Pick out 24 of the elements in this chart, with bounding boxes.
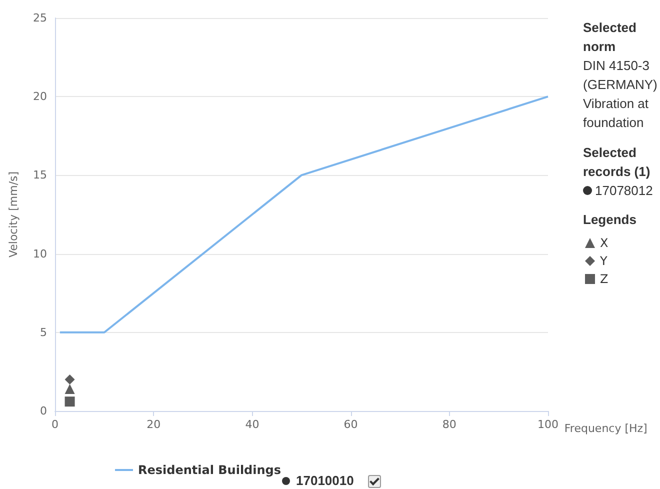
legend-label: Y [599,254,608,268]
y-tick-label: 5 [40,326,47,339]
y-tick-label: 25 [33,12,47,24]
text: DIN 4150-3 (GERMANY) Vibration at foundation [583,57,658,132]
text: Selected norm [583,19,638,56]
x-axis-title: Frequency [Hz] [564,422,648,435]
legend-title: Legends [583,211,638,229]
y-axis-title: Velocity [mm/s] [7,171,20,258]
x-tick-label: 40 [245,418,260,431]
x-tick-label: 60 [344,418,358,431]
text: 17078012 [595,182,654,200]
legend-label: Z [600,272,608,286]
text: 17010010 [296,472,354,489]
x-tick-label: 0 [52,418,58,431]
x-tick-label: 80 [442,418,456,431]
y-tick-label: 15 [33,168,47,182]
y-tick-label: 10 [33,247,47,260]
y-tick-label: 20 [33,90,47,104]
legend-label: X [600,236,608,250]
x-tick-label: 100 [538,418,558,431]
y-tick-label: 0 [40,404,47,418]
text: Selected records (1) [583,144,652,181]
x-tick-label: 20 [146,418,161,431]
legend-label: Residential Buildings [138,463,282,477]
